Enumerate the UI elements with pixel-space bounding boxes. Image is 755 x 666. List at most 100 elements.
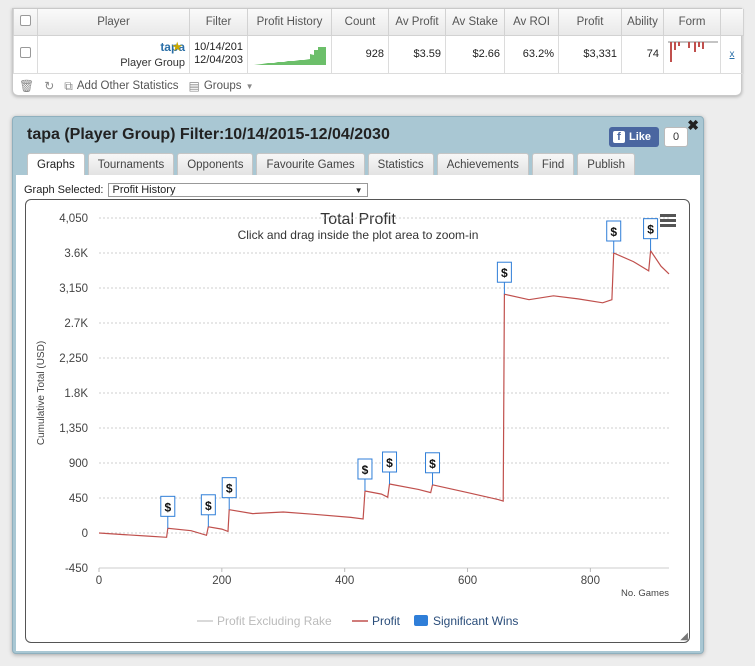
significant-win-marker <box>160 495 176 517</box>
remove-row-button[interactable]: x <box>720 34 744 74</box>
form-chart <box>668 41 718 62</box>
y-tick-label: 1.8K <box>64 388 88 400</box>
x-tick-label: 400 <box>335 575 354 587</box>
header-av-profit[interactable]: Av Profit <box>388 9 446 36</box>
graph-select-row: Graph Selected: Profit History ▼ <box>24 183 368 197</box>
y-tick-label: 3.6K <box>64 248 88 260</box>
y-tick-label: 450 <box>69 493 88 505</box>
y-tick-label: 1,350 <box>59 423 88 435</box>
graph-select-dropdown[interactable]: Profit History ▼ <box>107 183 368 197</box>
facebook-like-button[interactable]: f Like <box>609 127 659 147</box>
stats-panel: Player Filter Profit History Count Av Pr… <box>12 8 744 99</box>
av-roi-cell: 63.2% <box>504 34 559 74</box>
facebook-icon: f <box>613 131 625 143</box>
ability-cell: 74 <box>621 34 664 74</box>
y-tick-label: 3,150 <box>59 283 88 295</box>
player-name-link[interactable]: tapa <box>160 39 185 54</box>
significant-win-marker <box>357 458 373 480</box>
graphs-panel: Graph Selected: Profit History ▼ Total P… <box>16 175 700 651</box>
header-form[interactable]: Form <box>663 9 721 36</box>
row-select-cell[interactable] <box>13 34 38 74</box>
groups-icon: ▤ <box>188 79 200 93</box>
significant-win-marker <box>643 218 659 240</box>
significant-win-dollar-icon: $ <box>429 457 436 471</box>
select-all-checkbox[interactable] <box>20 14 31 26</box>
trash-icon[interactable]: 🗑 <box>19 79 35 93</box>
chart-menu-icon <box>660 219 676 222</box>
tab-graphs[interactable]: Graphs <box>27 153 85 176</box>
legend-significant-wins-swatch <box>414 615 428 626</box>
tab-tournaments[interactable]: Tournaments <box>87 153 175 175</box>
row-checkbox[interactable] <box>20 47 31 58</box>
significant-win-dollar-icon: $ <box>205 499 212 513</box>
significant-win-marker <box>606 220 622 242</box>
player-cell[interactable]: tapa Player Group ★ <box>37 34 190 74</box>
close-icon[interactable]: ✖ <box>687 117 699 133</box>
player-dialog: tapa (Player Group) Filter:10/14/2015-12… <box>12 116 704 654</box>
header-av-roi[interactable]: Av ROI <box>504 9 559 36</box>
header-ability[interactable]: Ability <box>621 9 664 36</box>
legend-significant-wins-label: Significant Wins <box>433 614 518 628</box>
add-other-statistics-button[interactable]: ⧉ Add Other Statistics <box>64 79 178 94</box>
x-axis-label: No. Games <box>621 588 669 599</box>
star-icon: ★ <box>171 38 183 54</box>
y-tick-label: 900 <box>69 458 88 470</box>
form-cell <box>663 34 721 74</box>
significant-win-marker <box>425 452 441 474</box>
av-stake-cell: $2.66 <box>445 34 505 74</box>
tab-achievements[interactable]: Achievements <box>436 153 529 175</box>
x-tick-label: 600 <box>458 575 477 587</box>
header-count[interactable]: Count <box>331 9 389 36</box>
count-cell: 928 <box>331 34 389 74</box>
header-profit[interactable]: Profit <box>558 9 622 36</box>
y-tick-label: 4,050 <box>59 213 88 225</box>
y-tick-label: 0 <box>82 528 88 540</box>
filter-start: 10/14/201 <box>194 41 243 53</box>
significant-win-marker <box>200 494 216 516</box>
tab-find[interactable]: Find <box>531 153 575 175</box>
graph-selected-label: Graph Selected: <box>24 184 104 196</box>
tab-publish[interactable]: Publish <box>577 153 636 175</box>
tab-opponents[interactable]: Opponents <box>177 153 254 175</box>
chart-menu-icon <box>660 214 676 217</box>
add-other-statistics-label: Add Other Statistics <box>76 80 179 92</box>
x-tick-label: 800 <box>581 575 600 587</box>
tab-statistics[interactable]: Statistics <box>367 153 434 175</box>
header-actions <box>720 9 744 36</box>
header-select-all[interactable] <box>13 9 38 36</box>
significant-win-dollar-icon: $ <box>610 225 617 239</box>
player-group-label: Player Group <box>120 56 185 69</box>
x-tick-label: 200 <box>212 575 231 587</box>
header-profit-history[interactable]: Profit History <box>247 9 332 36</box>
chart-menu-icon <box>660 224 676 227</box>
tab-favourite-games[interactable]: Favourite Games <box>256 153 365 175</box>
significant-win-dollar-icon: $ <box>386 456 393 470</box>
y-axis-label: Cumulative Total (USD) <box>36 341 47 445</box>
dialog-tabs: Graphs Tournaments Opponents Favourite G… <box>27 153 636 176</box>
significant-win-marker <box>382 451 398 473</box>
av-profit-cell: $3.59 <box>388 34 446 74</box>
header-av-stake[interactable]: Av Stake <box>445 9 505 36</box>
chart-container[interactable]: Total Profit Click and drag inside the pl… <box>25 199 690 643</box>
resize-handle-icon[interactable]: ◢ <box>680 631 688 642</box>
significant-win-marker <box>496 261 512 283</box>
groups-dropdown[interactable]: ▤ Groups ▼ <box>189 79 254 93</box>
significant-win-dollar-icon: $ <box>226 482 233 496</box>
header-filter[interactable]: Filter <box>189 9 248 36</box>
filter-cell: 10/14/201 12/04/203 <box>189 34 248 74</box>
x-tick-label: 0 <box>96 575 102 587</box>
add-stats-icon: ⧉ <box>64 78 73 93</box>
y-tick-label: 2,250 <box>59 353 88 365</box>
stats-table: Player Filter Profit History Count Av Pr… <box>13 9 744 74</box>
table-toolbar: 🗑 ↻ ⧉ Add Other Statistics ▤ Groups ▼ <box>13 74 741 99</box>
table-row[interactable]: tapa Player Group ★ 10/14/201 12/04/203 … <box>13 34 744 74</box>
dialog-title: tapa (Player Group) Filter:10/14/2015-12… <box>27 126 390 143</box>
refresh-icon[interactable]: ↻ <box>44 79 55 93</box>
profit-history-sparkline-cell[interactable] <box>247 34 332 74</box>
header-player[interactable]: Player <box>37 9 190 36</box>
significant-win-marker <box>221 477 237 499</box>
legend-profit-label: Profit <box>372 614 401 628</box>
significant-win-dollar-icon: $ <box>647 223 654 237</box>
graph-select-value: Profit History <box>112 184 176 196</box>
